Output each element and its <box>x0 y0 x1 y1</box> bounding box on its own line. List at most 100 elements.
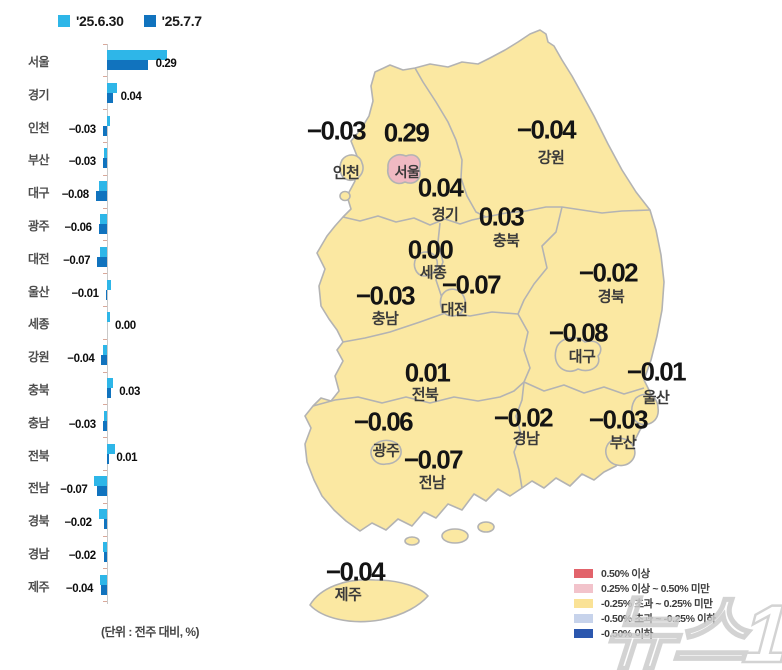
bar-value-label: −0.03 <box>68 419 97 431</box>
bar-curr-week <box>107 388 112 398</box>
map-color-legend: 0.50% 이상 0.25% 이상 ~ 0.50% 미만 -0.25% 초과 ~ 0… <box>574 566 716 641</box>
bar-category-label: 대전 <box>28 252 50 266</box>
map-name-jeonnam: 전남 <box>418 474 446 492</box>
bar-category-label: 부산 <box>28 153 50 167</box>
map-name-chungnam: 충남 <box>371 310 399 328</box>
bar-curr-week <box>107 93 113 103</box>
map-value-busan: −0.03 <box>588 404 649 435</box>
island-3 <box>404 536 420 546</box>
bar-prev-week <box>100 575 107 585</box>
map-legend-swatch-3 <box>574 614 593 623</box>
axis-tick <box>103 601 107 602</box>
bar-prev-week <box>107 312 110 322</box>
map-value-jeonnam: −0.07 <box>403 444 464 475</box>
map-name-daegu: 대구 <box>568 348 596 366</box>
map-legend-label-2: -0.25% 초과 ~ 0.25% 미만 <box>601 598 713 610</box>
bar-curr-week <box>107 60 148 70</box>
bar-value-label: −0.03 <box>68 124 97 136</box>
bar-value-label: 0.03 <box>119 386 140 398</box>
map-name-gyeongnam: 경남 <box>512 430 540 448</box>
bar-value-label: −0.06 <box>64 222 92 234</box>
map-value-ulsan: −0.01 <box>626 356 687 387</box>
axis-tick <box>103 109 107 110</box>
axis-tick <box>103 240 107 241</box>
axis-tick <box>103 44 107 45</box>
border-gyeongbuk-gyeongnam <box>523 381 645 395</box>
region-jeju <box>309 578 429 623</box>
bar-value-label: −0.07 <box>60 484 88 496</box>
map-name-gyeonggi: 경기 <box>431 206 459 224</box>
map-legend-swatch-1 <box>574 584 593 593</box>
bar-prev-week <box>107 116 110 126</box>
bar-category-label: 제주 <box>28 580 50 594</box>
bar-category-label: 강원 <box>28 350 50 364</box>
bar-curr-week <box>98 224 107 234</box>
bar-curr-week <box>102 158 107 168</box>
axis-tick <box>103 372 107 373</box>
region-daejeon <box>439 288 467 317</box>
bar-category-label: 대구 <box>28 186 50 200</box>
bar-category-label: 경북 <box>28 514 50 528</box>
bar-category-label: 울산 <box>28 285 50 299</box>
border-jeonbuk-jeonnam <box>312 381 525 407</box>
axis-tick <box>103 536 107 537</box>
map-value-gwangju: −0.06 <box>353 406 414 437</box>
bar-curr-week <box>95 191 107 201</box>
map-legend-row-3: -0.50% 초과 ~ -0.25% 이하 <box>574 611 716 626</box>
bar-value-label: 0.00 <box>115 320 136 332</box>
region-sejong <box>413 251 439 277</box>
bar-prev-week <box>107 280 112 290</box>
region-daegu <box>554 337 602 373</box>
border-gyeongnam-jeonnam <box>513 381 525 489</box>
map-name-chungbuk: 충북 <box>492 232 520 250</box>
map-name-busan: 부산 <box>609 434 637 452</box>
map-name-sejong: 세종 <box>419 264 447 282</box>
axis-tick <box>103 306 107 307</box>
border-gyeonggi-south <box>342 215 487 226</box>
map-name-gangwon: 강원 <box>537 149 565 167</box>
map-name-incheon: 인천 <box>332 164 360 182</box>
bar-curr-week <box>101 585 107 595</box>
map-name-daejeon: 대전 <box>440 301 468 319</box>
axis-tick <box>103 273 107 274</box>
bar-value-label: −0.03 <box>68 156 97 168</box>
map-value-gangwon: −0.04 <box>516 114 577 145</box>
map-name-gyeongbuk: 경북 <box>597 288 625 306</box>
map-value-sejong: 0.00 <box>407 234 454 265</box>
map-legend-label-1: 0.25% 이상 ~ 0.50% 미만 <box>601 583 710 595</box>
map-name-seoul: 서울 <box>394 164 420 180</box>
map-value-seoul: 0.29 <box>383 117 430 148</box>
island-1 <box>441 528 469 544</box>
border-gyeonggi-gangwon <box>414 67 487 218</box>
bar-prev-week <box>107 83 117 93</box>
map-value-jeonbuk: 0.01 <box>404 357 451 388</box>
map-legend-label-4: -0.50% 이하 <box>601 628 653 640</box>
axis-tick <box>103 208 107 209</box>
legend-label-prev-week: '25.6.30 <box>76 13 124 29</box>
bar-curr-week <box>102 421 107 431</box>
bar-prev-week <box>107 50 168 60</box>
region-gwangju <box>370 439 402 466</box>
bar-curr-week <box>97 486 107 496</box>
bar-category-label: 세종 <box>28 317 50 331</box>
bar-prev-week <box>102 345 107 355</box>
map-legend-label-3: -0.50% 초과 ~ -0.25% 이하 <box>601 613 716 625</box>
legend-label-curr-week: '25.7.7 <box>161 13 202 29</box>
axis-tick <box>103 568 107 569</box>
bar-value-label: −0.02 <box>68 550 97 562</box>
bar-prev-week <box>94 476 107 486</box>
bar-prev-week <box>100 214 107 224</box>
region-incheon <box>339 154 364 182</box>
bar-category-label: 충북 <box>28 383 50 397</box>
bar-value-label: −0.01 <box>71 288 99 300</box>
bar-value-label: 0.04 <box>120 91 142 103</box>
legend-swatch-light-blue <box>58 15 70 27</box>
bar-prev-week <box>104 411 107 421</box>
map-value-incheon: −0.03 <box>306 115 367 146</box>
bar-value-label: 0.29 <box>155 58 177 70</box>
bar-curr-week <box>104 552 107 562</box>
bar-value-label: −0.02 <box>64 517 92 529</box>
province-borders <box>312 67 651 489</box>
map-value-jeju: −0.04 <box>325 556 386 587</box>
